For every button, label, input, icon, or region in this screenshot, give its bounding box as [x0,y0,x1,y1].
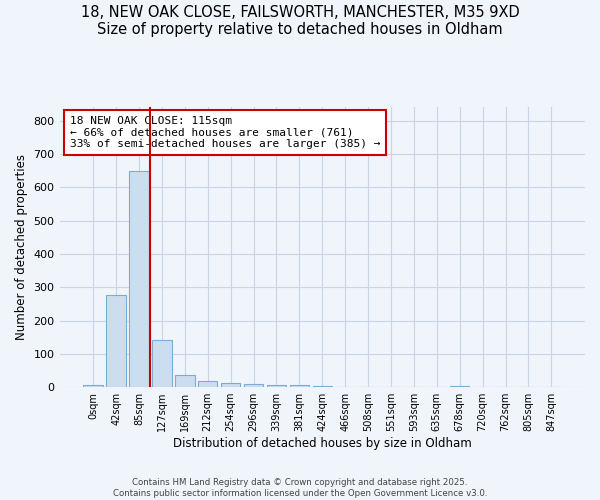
Text: Contains HM Land Registry data © Crown copyright and database right 2025.
Contai: Contains HM Land Registry data © Crown c… [113,478,487,498]
Bar [106,294,126,387]
Bar [313,386,332,387]
Bar [221,383,241,387]
Bar [152,340,172,387]
Bar [450,386,469,387]
Bar [129,172,149,387]
Bar [267,384,286,387]
Y-axis label: Number of detached properties: Number of detached properties [15,154,28,340]
Text: 18, NEW OAK CLOSE, FAILSWORTH, MANCHESTER, M35 9XD
Size of property relative to : 18, NEW OAK CLOSE, FAILSWORTH, MANCHESTE… [80,5,520,38]
Text: 18 NEW OAK CLOSE: 115sqm
← 66% of detached houses are smaller (761)
33% of semi-: 18 NEW OAK CLOSE: 115sqm ← 66% of detach… [70,116,380,149]
Bar [244,384,263,387]
Bar [198,381,217,387]
X-axis label: Distribution of detached houses by size in Oldham: Distribution of detached houses by size … [173,437,472,450]
Bar [175,375,194,387]
Bar [83,384,103,387]
Bar [290,384,309,387]
